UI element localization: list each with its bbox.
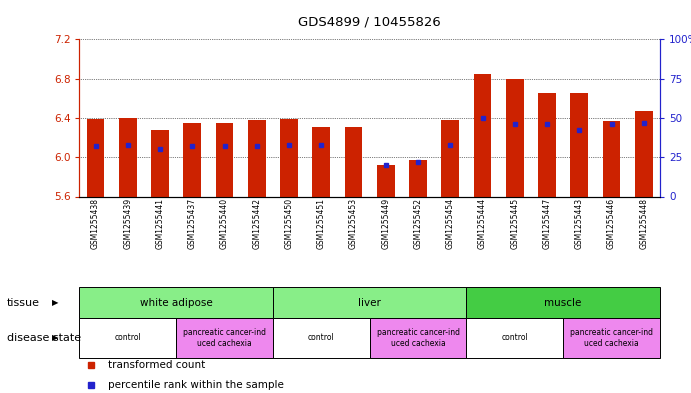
Bar	[119, 118, 137, 196]
Bar	[183, 123, 201, 196]
Bar	[563, 318, 660, 358]
Bar	[538, 93, 556, 196]
Bar	[603, 121, 621, 196]
Text: GSM1255437: GSM1255437	[188, 198, 197, 250]
Text: white adipose: white adipose	[140, 298, 213, 308]
Text: transformed count: transformed count	[108, 360, 206, 371]
Text: pancreatic cancer-ind
uced cachexia: pancreatic cancer-ind uced cachexia	[377, 328, 460, 348]
Bar	[86, 119, 104, 196]
Text: ▶: ▶	[52, 334, 58, 342]
Text: GSM1255443: GSM1255443	[575, 198, 584, 250]
Text: GSM1255450: GSM1255450	[285, 198, 294, 250]
Text: liver: liver	[358, 298, 381, 308]
Bar	[377, 165, 395, 196]
Text: pancreatic cancer-ind
uced cachexia: pancreatic cancer-ind uced cachexia	[570, 328, 653, 348]
Bar	[466, 318, 563, 358]
Text: GSM1255440: GSM1255440	[220, 198, 229, 250]
Text: GDS4899 / 10455826: GDS4899 / 10455826	[299, 16, 441, 29]
Text: GSM1255452: GSM1255452	[413, 198, 423, 249]
Bar	[506, 79, 524, 196]
Text: GSM1255438: GSM1255438	[91, 198, 100, 249]
Text: GSM1255453: GSM1255453	[349, 198, 358, 250]
Bar	[79, 287, 273, 318]
Text: muscle: muscle	[545, 298, 582, 308]
Bar	[248, 120, 265, 196]
Bar	[79, 318, 176, 358]
Text: GSM1255454: GSM1255454	[446, 198, 455, 250]
Text: tissue: tissue	[7, 298, 40, 308]
Bar	[370, 318, 466, 358]
Bar	[151, 130, 169, 196]
Text: GSM1255441: GSM1255441	[155, 198, 164, 249]
Text: GSM1255449: GSM1255449	[381, 198, 390, 250]
Bar	[409, 160, 427, 196]
Text: GSM1255442: GSM1255442	[252, 198, 261, 249]
Bar	[176, 318, 273, 358]
Text: GSM1255448: GSM1255448	[639, 198, 648, 249]
Bar	[216, 123, 234, 196]
Text: GSM1255451: GSM1255451	[316, 198, 326, 249]
Bar	[466, 287, 660, 318]
Text: control: control	[115, 334, 141, 342]
Bar	[345, 127, 362, 196]
Text: percentile rank within the sample: percentile rank within the sample	[108, 380, 285, 390]
Text: disease state: disease state	[7, 333, 81, 343]
Text: GSM1255444: GSM1255444	[478, 198, 487, 250]
Text: GSM1255446: GSM1255446	[607, 198, 616, 250]
Bar	[273, 318, 370, 358]
Text: GSM1255445: GSM1255445	[510, 198, 520, 250]
Text: control: control	[502, 334, 528, 342]
Bar	[442, 120, 459, 196]
Text: GSM1255439: GSM1255439	[123, 198, 133, 250]
Text: pancreatic cancer-ind
uced cachexia: pancreatic cancer-ind uced cachexia	[183, 328, 266, 348]
Bar	[635, 111, 652, 196]
Text: GSM1255447: GSM1255447	[542, 198, 551, 250]
Bar	[570, 93, 588, 196]
Bar	[280, 119, 298, 196]
Text: ▶: ▶	[52, 298, 58, 307]
Bar	[312, 127, 330, 196]
Text: control: control	[308, 334, 334, 342]
Bar	[273, 287, 466, 318]
Bar	[473, 74, 491, 196]
